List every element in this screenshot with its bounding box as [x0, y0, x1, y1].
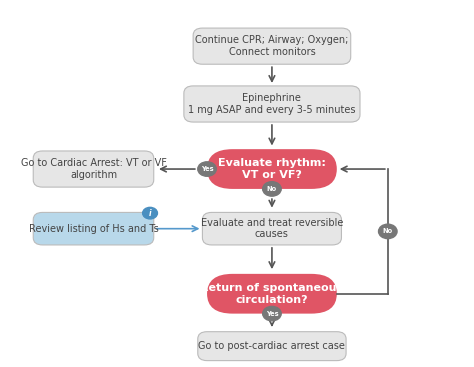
Text: Yes: Yes [201, 166, 213, 172]
Circle shape [379, 224, 397, 239]
Text: Go to post-cardiac arrest case: Go to post-cardiac arrest case [199, 341, 346, 351]
FancyBboxPatch shape [184, 86, 360, 122]
FancyBboxPatch shape [33, 151, 154, 187]
FancyBboxPatch shape [193, 28, 351, 64]
Circle shape [263, 182, 281, 196]
FancyBboxPatch shape [33, 212, 154, 245]
Text: No: No [383, 228, 393, 235]
FancyBboxPatch shape [202, 212, 341, 245]
Text: Go to Cardiac Arrest: VT or VF
algorithm: Go to Cardiac Arrest: VT or VF algorithm [20, 158, 166, 180]
FancyBboxPatch shape [198, 332, 346, 361]
Text: i: i [149, 208, 151, 218]
Text: Evaluate and treat reversible
causes: Evaluate and treat reversible causes [201, 218, 343, 240]
Circle shape [143, 207, 157, 219]
Circle shape [198, 162, 216, 176]
Text: Epinephrine
1 mg ASAP and every 3-5 minutes: Epinephrine 1 mg ASAP and every 3-5 minu… [188, 93, 356, 115]
Text: Yes: Yes [265, 310, 278, 317]
Text: Continue CPR; Airway; Oxygen;
Connect monitors: Continue CPR; Airway; Oxygen; Connect mo… [195, 35, 348, 57]
FancyBboxPatch shape [207, 274, 337, 314]
Text: Review listing of Hs and Ts: Review listing of Hs and Ts [28, 224, 158, 234]
Text: Evaluate rhythm:
VT or VF?: Evaluate rhythm: VT or VF? [218, 158, 326, 180]
Text: Return of spontaneous
circulation?: Return of spontaneous circulation? [201, 283, 344, 305]
FancyBboxPatch shape [207, 149, 337, 189]
Circle shape [263, 306, 281, 321]
Text: No: No [267, 186, 277, 192]
